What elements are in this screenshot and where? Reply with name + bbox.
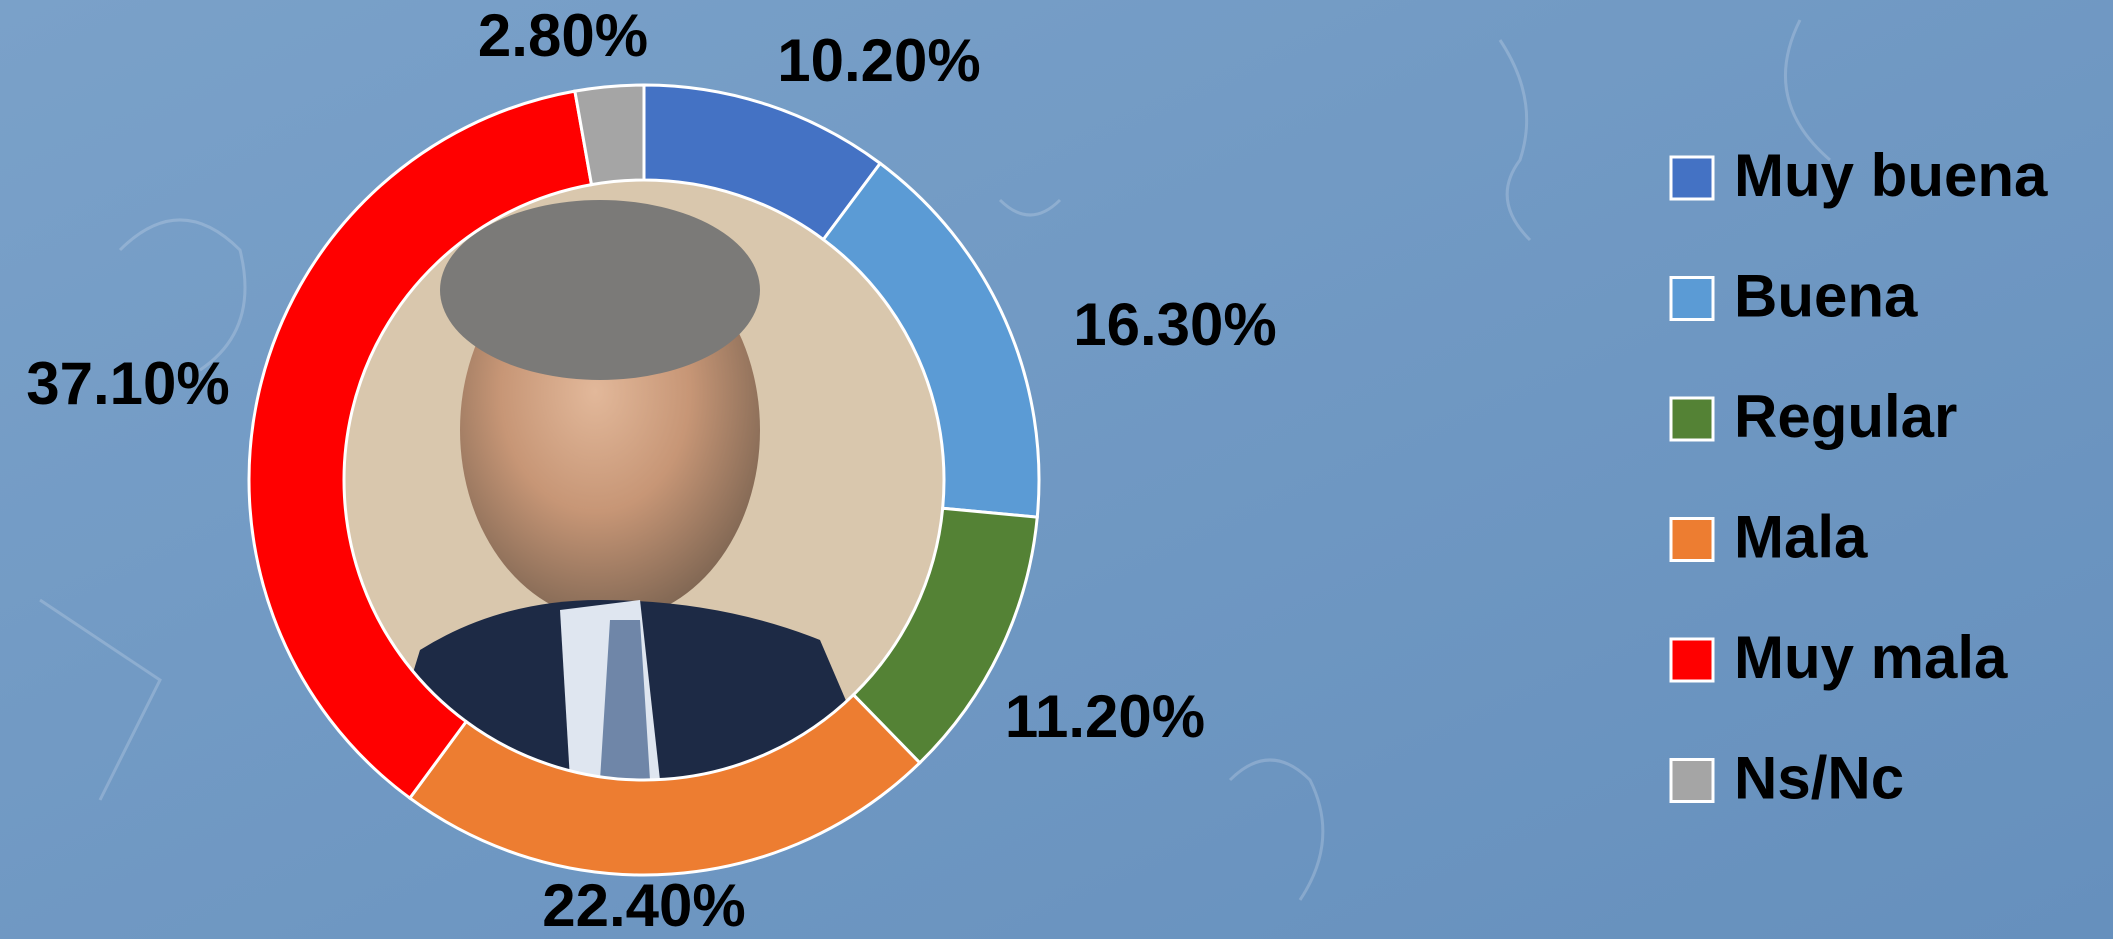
legend-swatch bbox=[1671, 639, 1713, 681]
photo bbox=[344, 180, 944, 780]
legend-swatch bbox=[1671, 278, 1713, 320]
legend-label: Mala bbox=[1734, 503, 1868, 570]
legend-label: Regular bbox=[1734, 383, 1957, 450]
legend-label: Buena bbox=[1734, 262, 1918, 329]
chart: 10.20% 16.30% 11.20% 22.40% 37.10% 2.80% Muy … bbox=[0, 0, 2113, 939]
value-label: 11.20% bbox=[1005, 683, 1205, 750]
value-label: 10.20% bbox=[777, 27, 981, 94]
value-label: 2.80% bbox=[478, 2, 648, 69]
legend-label: Muy mala bbox=[1734, 624, 2008, 691]
value-label: 16.30% bbox=[1073, 291, 1277, 358]
legend-swatch bbox=[1671, 519, 1713, 561]
legend-swatch bbox=[1671, 157, 1713, 199]
legend-swatch bbox=[1671, 398, 1713, 440]
value-label: 22.40% bbox=[542, 872, 746, 939]
value-label: 37.10% bbox=[26, 350, 230, 417]
legend-label: Muy buena bbox=[1734, 142, 2048, 209]
legend-swatch bbox=[1671, 760, 1713, 802]
legend-label: Ns/Nc bbox=[1734, 744, 1904, 811]
